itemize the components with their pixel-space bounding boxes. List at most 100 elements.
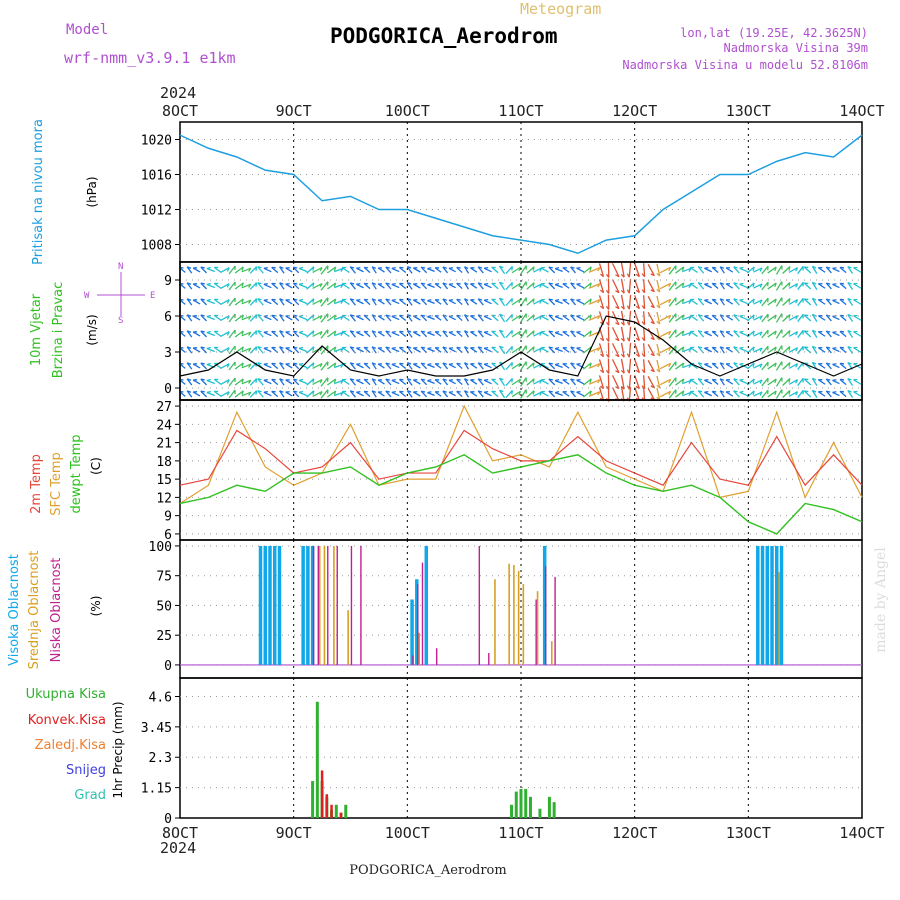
wind-arrow <box>761 329 769 339</box>
wind-arrow <box>200 330 208 338</box>
wind-arrow <box>363 266 371 274</box>
wind-arrow <box>213 282 222 290</box>
precip-bar <box>334 804 338 818</box>
wind-arrow <box>228 297 236 307</box>
wind-arrow <box>477 314 484 322</box>
wind-arrowhead <box>464 266 469 270</box>
wind-arrowhead <box>826 298 831 301</box>
wind-arrowhead <box>385 362 390 365</box>
wind-arrow <box>647 376 655 388</box>
model-name: wrf-nmm_v3.9.1 e1km <box>64 49 236 67</box>
ytick-label: 24 <box>156 418 172 433</box>
wind-arrow <box>659 314 671 322</box>
wind-arrowhead <box>605 321 610 326</box>
wind-arrow <box>234 314 244 322</box>
precip-bar <box>339 812 343 818</box>
wind-arrow <box>620 374 625 390</box>
cloud-bar <box>263 545 267 665</box>
wind-arrow <box>725 391 734 397</box>
wind-arrowhead <box>739 362 744 365</box>
wind-arrow <box>782 282 791 290</box>
wind-arrowhead <box>832 363 837 366</box>
wind-arrowhead <box>548 330 553 333</box>
wind-arrow <box>413 347 421 353</box>
wind-arrow <box>306 282 315 290</box>
wind-arrowhead <box>200 266 205 269</box>
wind-arrow <box>391 283 400 289</box>
wind-arrowhead <box>518 314 522 320</box>
wind-arrowhead <box>456 266 461 269</box>
wind-arrowhead <box>599 289 604 294</box>
wind-arrow <box>385 330 392 338</box>
wind-arrowhead <box>427 283 432 286</box>
wind-arrow <box>540 331 549 337</box>
cloud-bar <box>535 599 537 665</box>
wind-arrow <box>656 295 661 309</box>
wind-arrow <box>704 391 713 397</box>
wind-arrow <box>320 281 329 291</box>
wind-arrowhead <box>788 330 791 335</box>
wind-arrow <box>761 361 769 371</box>
wind-arrowhead <box>597 315 601 320</box>
wind-arrow <box>320 265 329 275</box>
wind-arrow <box>803 282 812 290</box>
wind-arrow <box>540 363 549 369</box>
wind-arrowhead <box>427 315 432 318</box>
wind-arrow <box>456 362 463 370</box>
wind-arrow <box>363 282 371 290</box>
wind-arrow <box>200 362 208 370</box>
wind-arrow <box>391 299 400 305</box>
wind-arrowhead <box>340 315 344 320</box>
wind-arrow <box>562 391 570 397</box>
cloud-frame <box>179 539 863 679</box>
wind-arrow <box>470 267 478 273</box>
wind-arrow <box>643 295 646 309</box>
wind-arrow <box>554 316 563 320</box>
wind-arrow <box>825 282 832 290</box>
wind-arrowhead <box>605 353 610 358</box>
ytick-label: 12 <box>156 491 172 506</box>
wind-arrowhead <box>484 298 489 301</box>
cloud-bar <box>310 545 315 665</box>
wind-arrow <box>298 391 308 397</box>
wind-arrowhead <box>620 337 625 342</box>
wind-arrowhead <box>226 331 230 336</box>
wind-arrowhead <box>206 282 211 286</box>
wind-arrow <box>775 313 783 323</box>
wind-arrowhead <box>635 369 640 374</box>
wind-arrowhead <box>319 267 323 272</box>
wind-arrow <box>634 263 640 277</box>
wind-arrow <box>628 262 632 278</box>
wind-arrow <box>746 266 755 274</box>
wind-arrow <box>526 266 535 274</box>
wind-arrow <box>477 298 484 306</box>
wind-arrowhead <box>704 298 709 301</box>
wind-arrow <box>298 283 308 289</box>
wind-arrow <box>349 298 356 306</box>
cloud-bar <box>312 545 315 665</box>
wind-arrow <box>385 298 392 306</box>
wind-arrow <box>620 342 625 358</box>
wind-arrow <box>406 362 413 370</box>
wind-arrow <box>620 358 625 374</box>
wind-arrowhead <box>257 298 262 301</box>
wind-arrow <box>464 314 470 322</box>
wind-arrow <box>746 362 755 370</box>
precip-bar <box>320 770 324 818</box>
wind-arrow <box>711 266 719 274</box>
wind-arrow <box>643 327 646 341</box>
wind-arrow <box>213 346 222 354</box>
wind-arrowhead <box>615 338 620 342</box>
wind-arrowhead <box>298 346 304 349</box>
ytick-label: 1.15 <box>141 782 172 797</box>
wind-arrow <box>333 299 344 305</box>
cloud-bar <box>421 562 424 665</box>
wind-arrow <box>511 282 521 290</box>
wind-arrowhead <box>688 267 692 272</box>
wind-arrow <box>675 282 685 290</box>
wind-arrowhead <box>826 346 831 349</box>
wind-arrowhead <box>391 267 396 270</box>
pressure-line <box>179 134 863 255</box>
wind-arrow <box>257 282 264 290</box>
